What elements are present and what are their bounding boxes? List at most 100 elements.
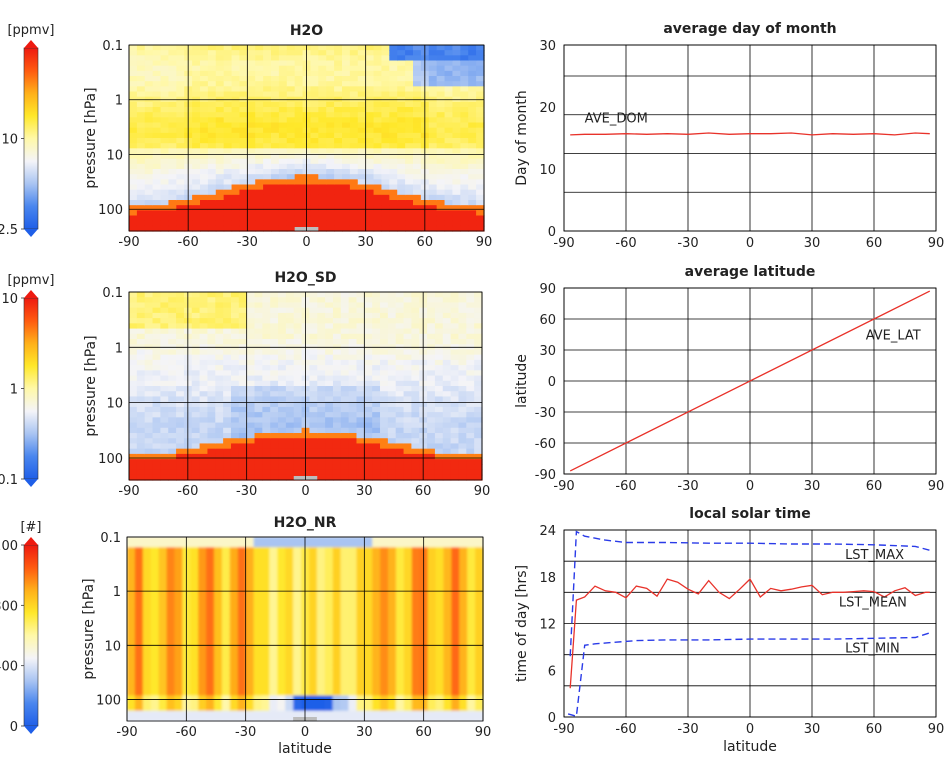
heatmap-cell bbox=[293, 644, 302, 651]
heatmap-cell bbox=[136, 91, 146, 98]
heatmap-cell bbox=[293, 669, 302, 676]
heatmap-cell bbox=[357, 148, 367, 155]
heatmap-cell bbox=[316, 675, 326, 681]
heatmap-cell bbox=[388, 664, 397, 671]
heatmap-cell bbox=[458, 354, 467, 361]
heatmap-cell bbox=[136, 417, 146, 424]
heatmap-cell bbox=[136, 380, 146, 387]
heatmap-cell bbox=[294, 189, 304, 196]
heatmap-cell bbox=[468, 220, 477, 227]
heatmap-cell bbox=[271, 55, 280, 62]
heatmap-cell bbox=[254, 406, 263, 413]
heatmap-cell bbox=[468, 55, 477, 62]
heatmap-cell bbox=[245, 659, 255, 666]
heatmap-cell bbox=[451, 537, 460, 543]
heatmap-cell bbox=[263, 138, 272, 144]
heatmap-cell bbox=[380, 396, 389, 403]
heatmap-cell bbox=[334, 50, 343, 56]
heatmap-cell bbox=[442, 453, 452, 460]
heatmap-cell bbox=[142, 669, 152, 676]
heatmap-cell bbox=[427, 562, 437, 569]
heatmap-cell bbox=[452, 194, 461, 201]
heatmap-cell bbox=[285, 715, 294, 722]
heatmap-cell bbox=[443, 557, 452, 564]
heatmap-cell bbox=[198, 557, 207, 564]
heatmap-cell bbox=[434, 365, 444, 371]
heatmap-cell bbox=[348, 583, 358, 589]
heatmap-cell bbox=[223, 220, 233, 227]
heatmap-cell bbox=[286, 127, 296, 134]
x-tick-label: -90 bbox=[118, 484, 139, 499]
heatmap-cell bbox=[403, 375, 412, 382]
heatmap-cell bbox=[206, 659, 215, 666]
heatmap-cell bbox=[348, 577, 358, 584]
heatmap-cell bbox=[286, 81, 296, 87]
heatmap-cell bbox=[460, 101, 469, 108]
heatmap-cell bbox=[411, 406, 420, 413]
heatmap-cell bbox=[411, 562, 421, 569]
heatmap-cell bbox=[207, 396, 216, 403]
heatmap-cell bbox=[460, 215, 469, 222]
heatmap-cell bbox=[356, 380, 365, 387]
heatmap-cell bbox=[285, 695, 294, 702]
heatmap-cell bbox=[271, 132, 280, 139]
heatmap-cell bbox=[395, 312, 405, 319]
heatmap-cell bbox=[207, 323, 216, 330]
heatmap-cell bbox=[152, 200, 162, 206]
heatmap-cell bbox=[247, 107, 256, 113]
heatmap-cell bbox=[168, 380, 177, 387]
heatmap-cell bbox=[308, 669, 318, 676]
heatmap-cell bbox=[191, 459, 201, 465]
heatmap-cell bbox=[444, 210, 454, 217]
heatmap-cell bbox=[467, 547, 476, 553]
heatmap-cell bbox=[357, 45, 367, 51]
heatmap-cell bbox=[229, 537, 239, 543]
heatmap-cell bbox=[459, 690, 468, 697]
heatmap-cell bbox=[223, 143, 233, 149]
heatmap-cell bbox=[229, 567, 239, 574]
heatmap-cell bbox=[176, 45, 185, 51]
heatmap-cell bbox=[357, 194, 367, 201]
heatmap-cell bbox=[349, 205, 359, 211]
heatmap-cell bbox=[215, 220, 225, 227]
heatmap-cell bbox=[444, 65, 454, 72]
heatmap-cell bbox=[413, 132, 422, 139]
heatmap-cell bbox=[246, 354, 256, 361]
heatmap-cell bbox=[293, 577, 302, 584]
heatmap-cell bbox=[372, 700, 381, 707]
heatmap-cell bbox=[387, 380, 397, 387]
heatmap-cell bbox=[395, 603, 405, 610]
heatmap-cell bbox=[332, 537, 342, 543]
heatmap-cell bbox=[450, 354, 460, 361]
heatmap-cell bbox=[326, 50, 335, 56]
heatmap-cell bbox=[168, 107, 177, 113]
heatmap-cell bbox=[476, 60, 485, 67]
heatmap-cell bbox=[294, 184, 304, 191]
heatmap-cell bbox=[458, 406, 467, 413]
heatmap-cell bbox=[144, 307, 154, 314]
heatmap-cell bbox=[467, 705, 476, 712]
heatmap-cell bbox=[174, 685, 183, 691]
heatmap-cell bbox=[427, 412, 436, 418]
heatmap-cell bbox=[285, 354, 295, 361]
heatmap-cell bbox=[231, 117, 241, 124]
heatmap-cell bbox=[459, 680, 468, 686]
heatmap-cell bbox=[444, 138, 454, 144]
heatmap-cell bbox=[190, 664, 199, 671]
heatmap-cell bbox=[403, 339, 412, 345]
heatmap-cell bbox=[342, 55, 351, 62]
heatmap-cell bbox=[158, 608, 168, 615]
heatmap-cell bbox=[364, 469, 373, 476]
heatmap-cell bbox=[413, 81, 422, 87]
heatmap-cell bbox=[254, 349, 263, 356]
heatmap-cell bbox=[316, 634, 326, 640]
heatmap-cell bbox=[387, 427, 397, 434]
heatmap-cell bbox=[223, 339, 232, 345]
heatmap-cell bbox=[129, 143, 138, 149]
heatmap-cell bbox=[380, 307, 389, 314]
heatmap-cell bbox=[357, 70, 367, 77]
heatmap-cell bbox=[129, 174, 138, 180]
x-tick-label: -60 bbox=[178, 235, 199, 250]
heatmap-cell bbox=[294, 55, 304, 62]
heatmap-cell bbox=[356, 623, 365, 630]
